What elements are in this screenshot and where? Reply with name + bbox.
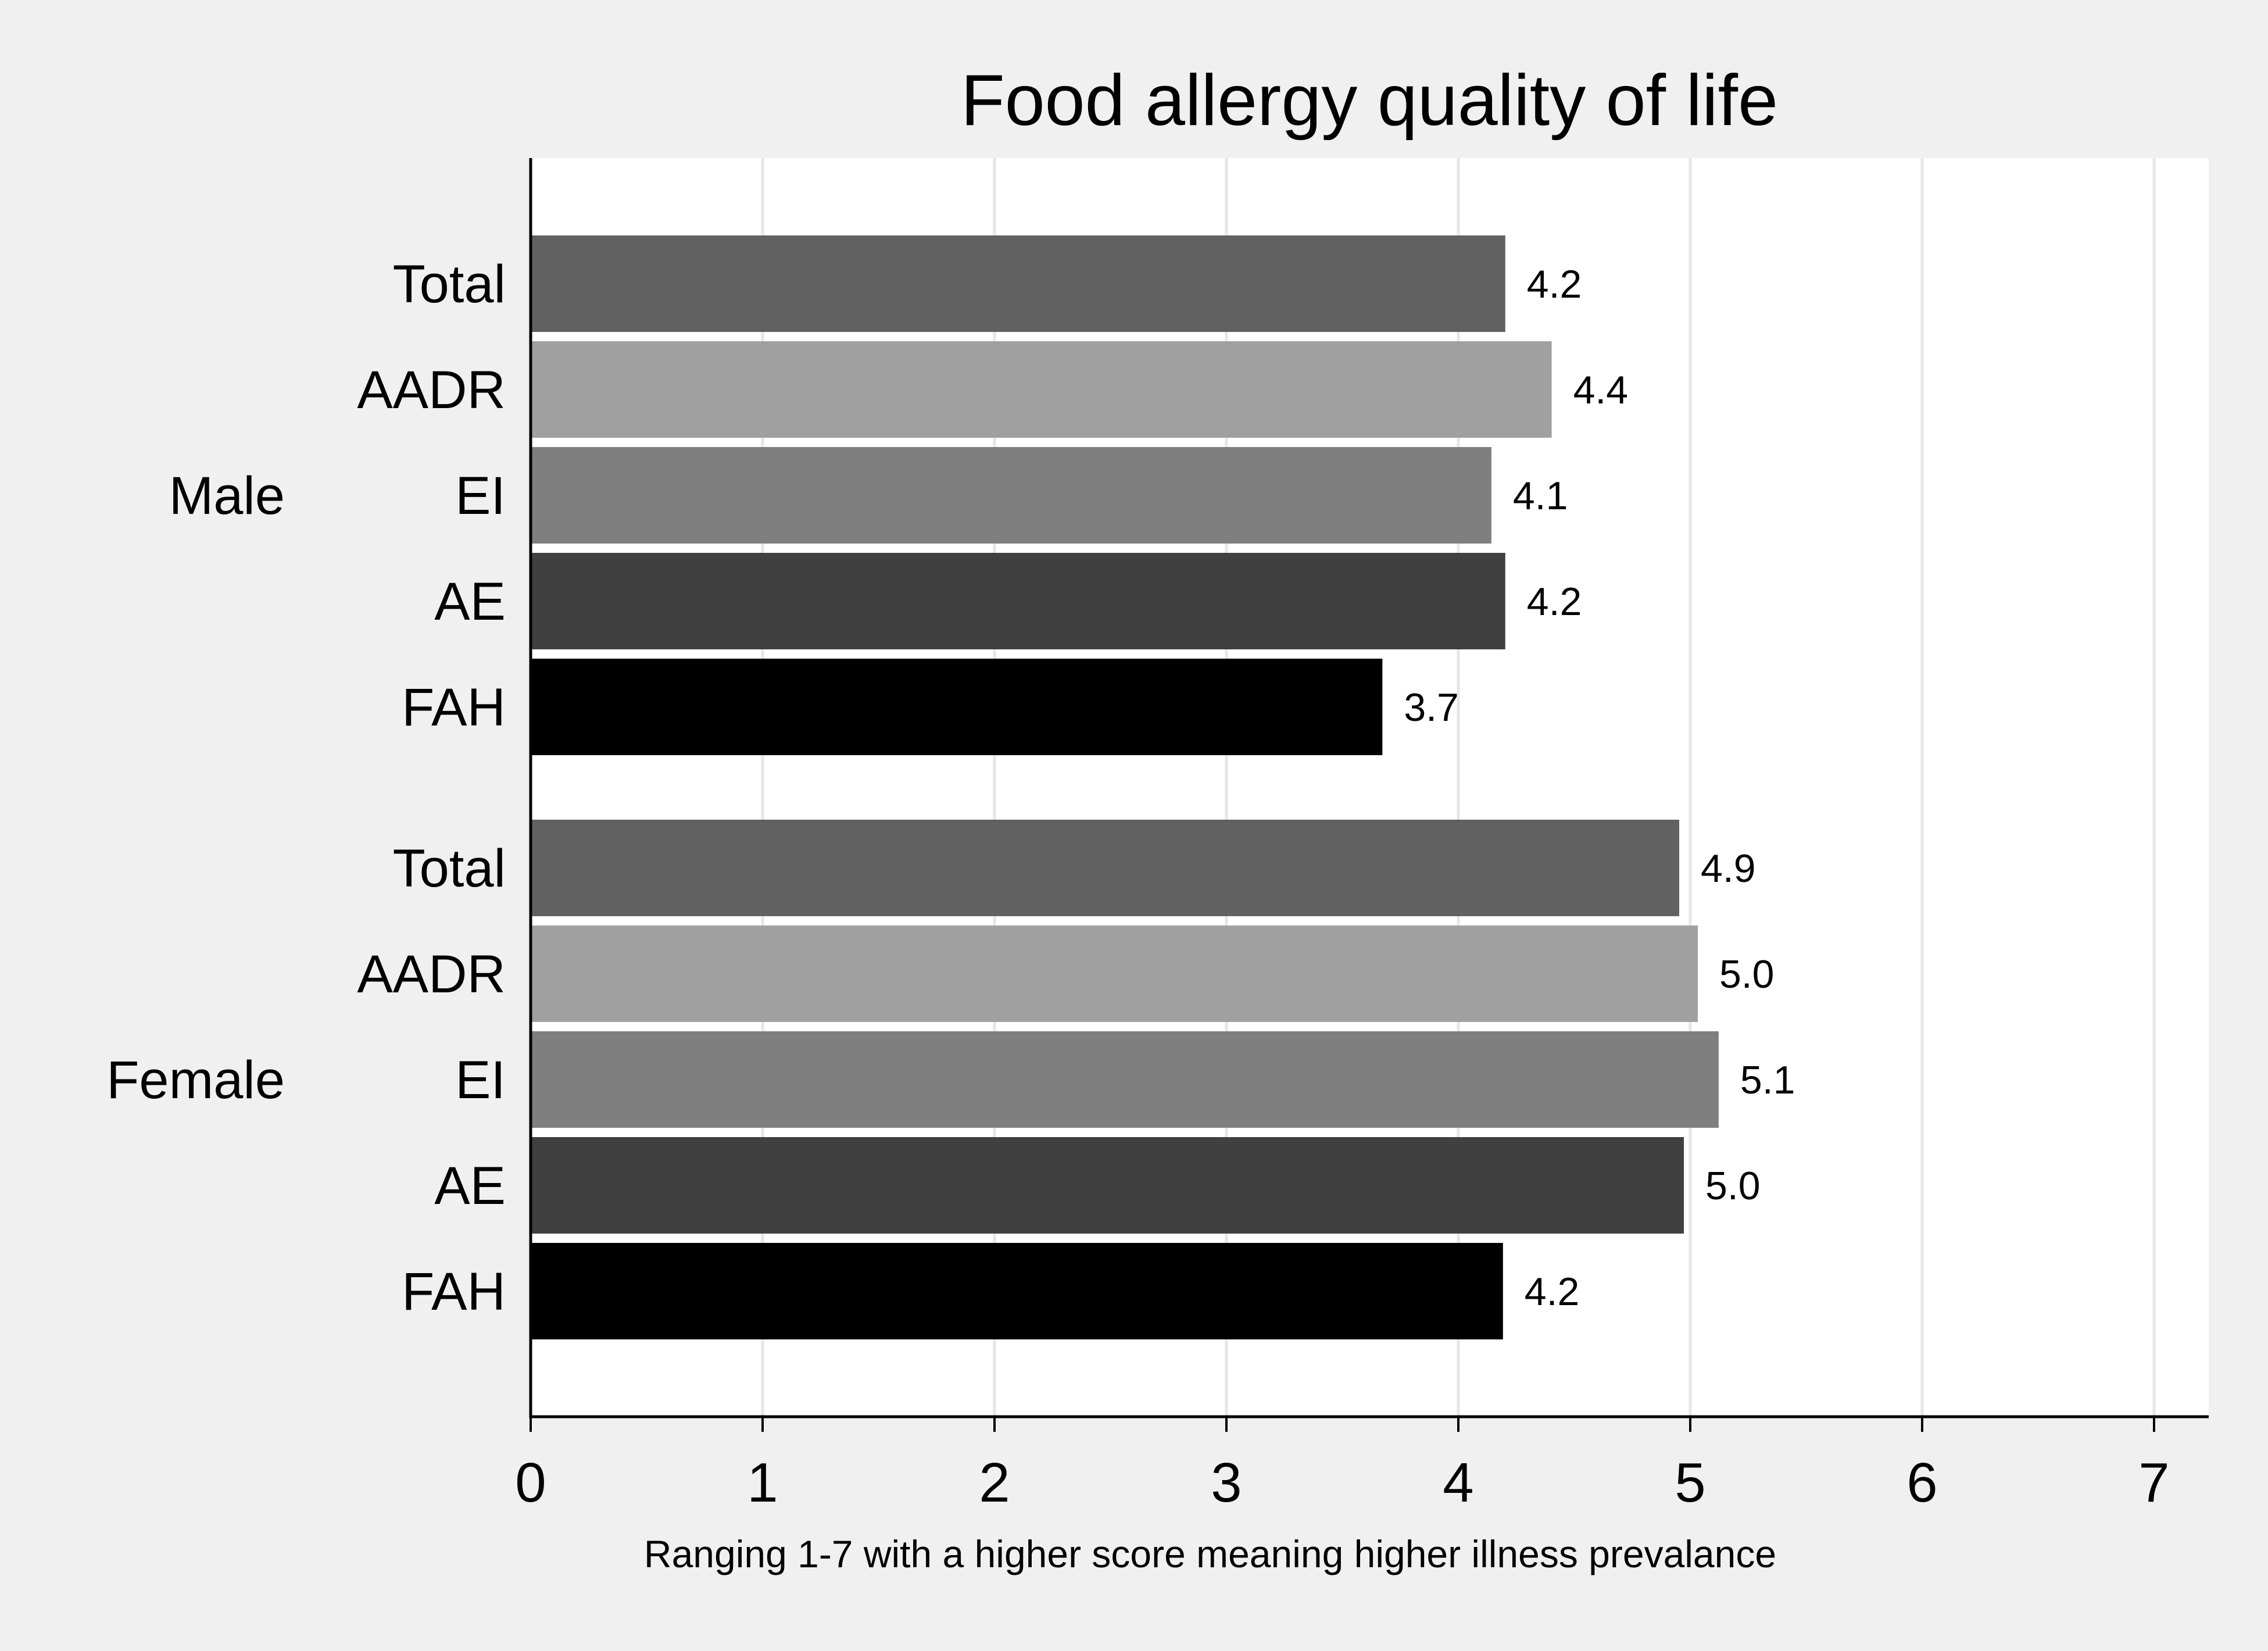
bar [531,1137,1684,1234]
x-tick-label: 5 [1675,1452,1705,1514]
y-category-label: FAH [402,1262,506,1321]
data-label: 4.9 [1701,846,1756,891]
y-group-label: Male [169,466,285,526]
x-tick-label: 0 [515,1452,546,1514]
bar [531,553,1505,649]
axes: 0 1 2 3 4 5 6 7 [515,158,2209,1514]
x-tick-label: 4 [1443,1452,1473,1514]
y-group-label: Female [106,1050,285,1110]
bar [531,820,1680,916]
bar [531,447,1491,544]
y-category-label: EI [455,1050,506,1110]
y-category-label: EI [455,466,506,526]
data-label: 4.2 [1525,1270,1580,1314]
x-axis-label: Ranging 1-7 with a higher score meaning … [644,1532,1776,1575]
y-category-label: AADR [357,360,506,420]
data-label: 5.0 [1705,1164,1761,1208]
x-tick-label: 6 [1906,1452,1937,1514]
y-category-label: FAH [402,678,506,737]
x-tick-label: 7 [2138,1452,2169,1514]
bar [531,1031,1719,1128]
data-label: 5.1 [1740,1058,1795,1102]
bar [531,1243,1503,1339]
y-category-label: AE [434,1156,506,1216]
bar-group-female: 4.9 Total 5.0 AADR 5.1 EI 5.0 AE 4.2 FAH Female [106,820,1795,1339]
x-tick-label: 2 [979,1452,1010,1514]
bar [531,925,1698,1022]
bar [531,235,1505,332]
data-label: 4.2 [1527,580,1582,624]
data-label: 4.2 [1527,262,1582,306]
bar [531,341,1552,438]
x-tick-label: 1 [747,1452,778,1514]
data-label: 5.0 [1719,952,1775,996]
x-tick-label: 3 [1211,1452,1242,1514]
chart-title: Food allergy quality of life [961,60,1778,141]
data-label: 4.1 [1513,474,1568,518]
y-category-label: Total [393,255,506,314]
bar-group-male: 4.2 Total 4.4 AADR 4.1 EI 4.2 AE 3.7 FAH Male [169,235,1629,755]
y-category-label: AE [434,572,506,631]
data-label: 4.4 [1573,368,1629,412]
y-category-label: AADR [357,945,506,1004]
data-label: 3.7 [1404,685,1459,730]
y-category-label: Total [393,839,506,898]
bars: 4.2 Total 4.4 AADR 4.1 EI 4.2 AE 3.7 FAH Male 4.9 To… [106,235,1795,1339]
bar [531,659,1383,755]
